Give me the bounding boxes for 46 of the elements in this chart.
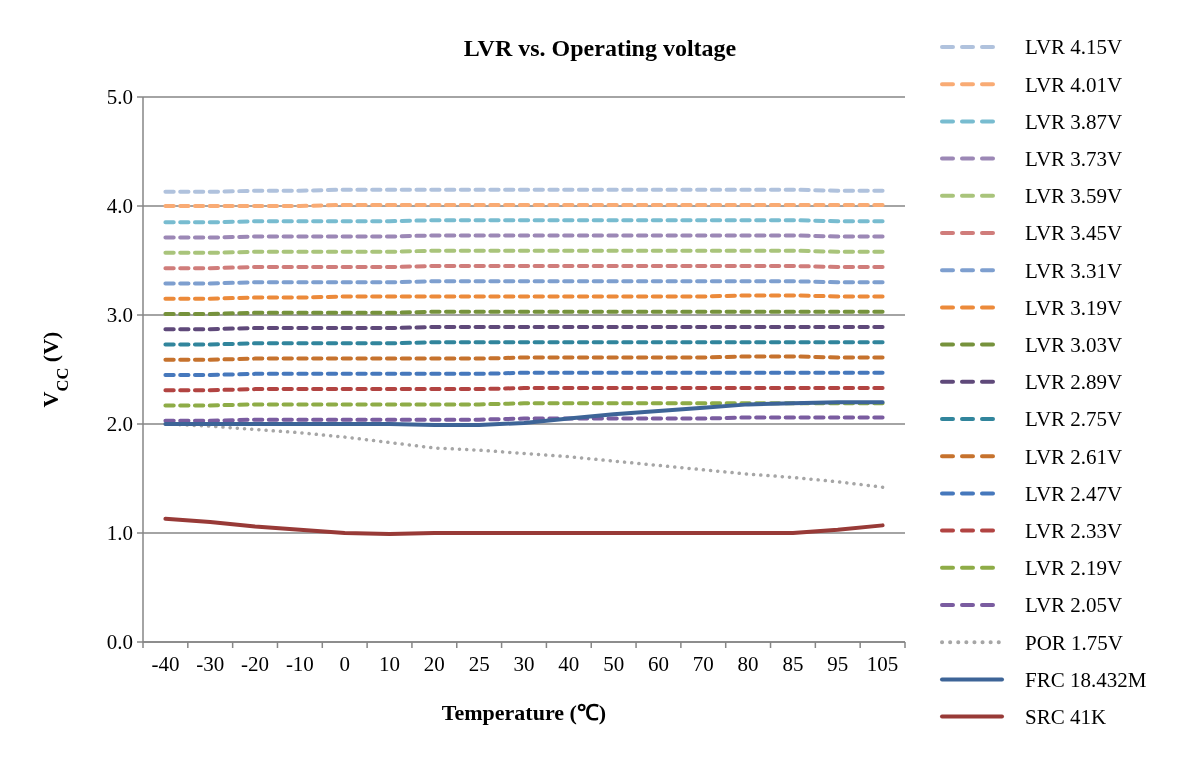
legend-label: LVR 4.01V [1025, 72, 1123, 97]
x-tick-label: 30 [513, 652, 535, 676]
legend-label: POR 1.75V [1025, 630, 1124, 655]
chart-title: LVR vs. Operating voltage [463, 35, 737, 61]
legend-label: LVR 2.05V [1025, 593, 1123, 618]
x-tick-label: 0 [339, 652, 350, 676]
x-tick-label: 40 [558, 652, 580, 676]
legend-label: FRC 18.432M [1025, 667, 1147, 692]
x-tick-label: 70 [692, 652, 714, 676]
x-tick-label: -20 [241, 652, 270, 676]
x-tick-label: -30 [196, 652, 225, 676]
legend-label: LVR 3.31V [1025, 258, 1123, 283]
legend-label: LVR 3.19V [1025, 295, 1123, 320]
line-series [163, 400, 885, 428]
legend-label: LVR 3.45V [1025, 221, 1123, 246]
legend-label: LVR 2.33V [1025, 518, 1123, 543]
y-tick-label: 4.0 [106, 194, 133, 219]
legend-label: LVR 2.19V [1025, 556, 1123, 581]
x-tick-label: 95 [827, 652, 849, 676]
x-tick-label: 10 [379, 652, 401, 676]
y-tick-label: 5.0 [106, 85, 133, 110]
x-axis-title: Temperature (℃) [441, 700, 607, 725]
legend-label: LVR 3.03V [1025, 332, 1123, 357]
legend-label: LVR 3.87V [1025, 109, 1123, 134]
legend-label: LVR 4.15V [1025, 35, 1123, 60]
line-series [163, 516, 885, 537]
legend-label: LVR 2.47V [1025, 481, 1123, 506]
y-tick-label: 1.0 [106, 521, 133, 546]
legend-label: LVR 3.73V [1025, 146, 1123, 171]
x-tick-label: 25 [468, 652, 490, 676]
y-tick-label: 3.0 [106, 303, 133, 328]
y-tick-label: 0.0 [106, 630, 133, 655]
legend-label: LVR 2.61V [1025, 444, 1123, 469]
x-tick-label: -40 [151, 652, 180, 676]
x-tick-label: 80 [737, 652, 759, 676]
legend-label: LVR 2.89V [1025, 370, 1123, 395]
x-tick-label: 60 [647, 652, 669, 676]
x-tick-label: 20 [423, 652, 445, 676]
legend-label: LVR 3.59V [1025, 184, 1123, 209]
legend-label: SRC 41K [1025, 704, 1107, 729]
x-tick-label: 50 [603, 652, 625, 676]
y-tick-label: 2.0 [106, 412, 133, 437]
x-tick-label: 85 [782, 652, 804, 676]
x-tick-label: -10 [285, 652, 314, 676]
legend-label: LVR 2.75V [1025, 407, 1123, 432]
x-tick-label: 105 [866, 652, 899, 676]
